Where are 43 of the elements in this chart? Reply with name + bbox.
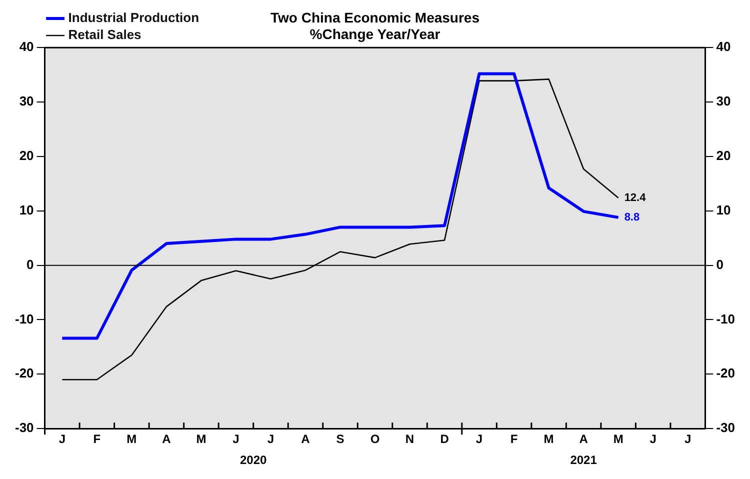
x-tick-label: J [58,432,66,446]
y2-tick-label: -10 [716,311,736,326]
y2-tick-label: 20 [716,148,731,164]
y2-tick-label: -20 [716,366,736,381]
y2-tick-label: 0 [716,256,724,272]
data-label: 8.8 [624,211,640,224]
y2-tick-label: 10 [716,202,731,218]
y-tick-label: 0 [26,256,34,272]
x-tick-label: M [196,432,206,446]
x-tick-label: O [370,432,380,446]
chart-subtitle: %Change Year/Year [310,26,441,42]
text: 2020 [240,452,268,467]
y-tick-label: 30 [19,94,34,109]
x-tick-label: J [476,432,483,446]
x-tick-label: A [579,432,588,446]
y-tick-label: -10 [14,311,34,326]
y2-tick-label: 40 [716,39,731,54]
x-tick-label: F [93,432,101,446]
y-tick-label: -30 [14,420,34,436]
data-label: 12.4 [624,192,647,204]
text: 2021 [570,452,598,467]
y-tick-label: 10 [19,202,34,218]
chart-title: Two China Economic Measures [270,9,480,26]
y-tick-label: -20 [14,366,34,381]
x-tick-label: F [510,432,518,446]
x-tick-label: A [162,432,172,446]
x-tick-label: J [650,432,656,446]
x-tick-label: J [232,432,240,446]
x-tick-label: D [440,432,450,446]
y2-tick-label: 30 [716,94,731,109]
y-tick-label: 40 [19,39,34,54]
x-tick-label: N [405,432,414,446]
y2-tick-label: -30 [716,420,736,436]
x-tick-label: J [267,432,274,446]
legend-label: Industrial Production [68,10,200,26]
x-tick-label: M [544,432,554,446]
y-tick-label: 20 [19,148,34,164]
x-tick-label: J [684,432,692,446]
x-tick-label: M [126,432,137,446]
legend-label: Retail Sales [68,27,142,42]
x-tick-label: A [301,432,310,446]
x-tick-label: S [336,432,344,446]
x-tick-label: M [613,432,624,446]
